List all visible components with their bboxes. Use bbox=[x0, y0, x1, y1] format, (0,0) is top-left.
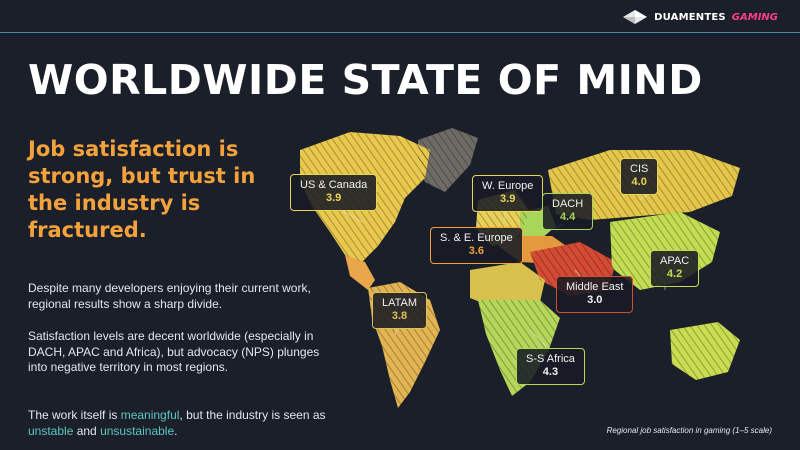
region-central-america bbox=[345, 255, 375, 290]
diamond-logo-icon bbox=[623, 10, 648, 24]
region-name: CIS bbox=[630, 163, 649, 175]
brand-name: DUAMENTES bbox=[654, 11, 726, 23]
paragraph-conclusion: The work itself is meaningful, but the i… bbox=[28, 408, 328, 439]
headline: Job satisfaction is strong, but trust in… bbox=[28, 137, 256, 242]
region-value: 3.6 bbox=[468, 245, 485, 257]
text-segment: The work itself is bbox=[28, 408, 121, 422]
highlight-unsustainable: unsustainable bbox=[100, 423, 175, 438]
highlight-meaningful: meaningful bbox=[120, 408, 180, 422]
label-western-europe: W. Europe 3.9 bbox=[472, 175, 544, 212]
region-north-africa bbox=[470, 262, 545, 310]
label-us-canada: US & Canada 3.9 bbox=[290, 174, 378, 211]
label-dach: DACH 4.4 bbox=[542, 193, 594, 230]
region-name: S-S Africa bbox=[526, 353, 575, 365]
highlight-unstable: unstable bbox=[28, 423, 74, 438]
region-name: DACH bbox=[552, 198, 584, 210]
region-name: US & Canada bbox=[300, 179, 368, 191]
region-value: 4.2 bbox=[666, 268, 683, 280]
page-title: WORLDWIDE STATE OF MIND bbox=[28, 56, 703, 104]
region-name: W. Europe bbox=[482, 180, 534, 192]
region-value: 3.9 bbox=[500, 193, 516, 205]
text-segment: . bbox=[174, 423, 178, 438]
region-value: 4.3 bbox=[542, 366, 559, 378]
label-latam: LATAM 3.8 bbox=[372, 292, 428, 329]
header-divider bbox=[0, 32, 800, 33]
region-value: 3.0 bbox=[587, 294, 603, 306]
brand-accent: GAMING bbox=[731, 11, 778, 23]
map-caption: Regional job satisfaction in gaming (1–5… bbox=[606, 426, 772, 435]
region-value: 4.4 bbox=[559, 211, 576, 223]
region-name: LATAM bbox=[382, 297, 418, 309]
brand-logo: DUAMENTES GAMING bbox=[622, 8, 778, 26]
region-value: 3.9 bbox=[325, 192, 342, 204]
region-name: Middle East bbox=[566, 281, 624, 293]
label-sub-saharan-africa: S-S Africa 4.3 bbox=[516, 348, 585, 385]
paragraph-satisfaction: Satisfaction levels are decent worldwide… bbox=[28, 329, 320, 374]
text-segment: , but the industry is seen as bbox=[179, 408, 326, 422]
region-name: APAC bbox=[660, 255, 690, 267]
region-value: 3.8 bbox=[391, 310, 408, 322]
label-middle-east: Middle East 3.0 bbox=[556, 276, 634, 313]
label-southern-eastern-europe: S. & E. Europe 3.6 bbox=[430, 227, 523, 264]
label-cis: CIS 4.0 bbox=[620, 158, 659, 195]
region-value: 4.0 bbox=[631, 176, 647, 188]
label-apac: APAC 4.2 bbox=[650, 250, 700, 287]
paragraph-intro: Despite many developers enjoying their c… bbox=[28, 281, 311, 311]
region-name: S. & E. Europe bbox=[440, 232, 513, 244]
text-segment: and bbox=[73, 423, 101, 438]
